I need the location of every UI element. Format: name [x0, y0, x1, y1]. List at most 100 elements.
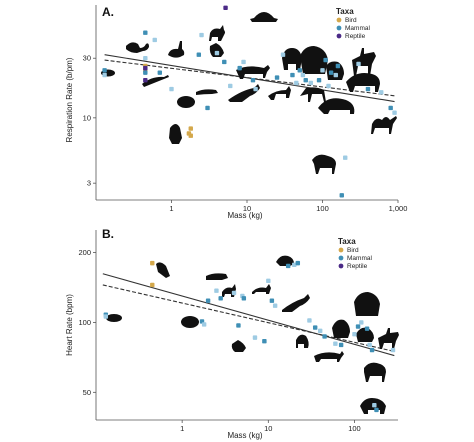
legend-title: Taxa — [338, 237, 356, 246]
point-mammal — [367, 342, 372, 348]
point-mammal — [103, 314, 109, 319]
point-bird — [150, 260, 155, 266]
point-reptile — [143, 78, 148, 83]
point-mammal — [214, 288, 219, 293]
cheetah-silhouette-b — [314, 351, 344, 362]
x-tick-label: 100 — [348, 424, 361, 433]
panel-a-label: A. — [102, 5, 114, 19]
point-mammal — [241, 296, 247, 301]
ferret-silhouette — [196, 89, 218, 95]
trend-line-dashed — [104, 59, 395, 97]
point-mammal — [236, 323, 241, 328]
point-mammal — [266, 278, 271, 284]
raccoon-silhouette — [177, 96, 195, 108]
point-mammal — [317, 328, 323, 334]
legend-swatch-mammal — [336, 25, 342, 31]
point-mammal — [388, 105, 393, 111]
y-tick-label: 30 — [83, 54, 91, 63]
point-mammal — [205, 298, 211, 303]
legend-swatch-bird — [336, 17, 342, 23]
point-mammal — [352, 331, 357, 337]
cat-silhouette — [209, 25, 225, 41]
point-mammal — [294, 80, 299, 86]
cheetah-silhouette — [236, 65, 270, 79]
point-mammal — [290, 72, 295, 78]
wildebeest-silhouette-b — [364, 362, 386, 382]
x-tick-label: 1,000 — [389, 204, 408, 213]
x-tick-label: 1 — [180, 424, 184, 433]
point-mammal — [285, 263, 291, 269]
x-tick-label: 10 — [264, 424, 272, 433]
sloth-silhouette — [209, 43, 224, 57]
point-reptile — [223, 5, 228, 10]
point-mammal — [102, 72, 107, 78]
point-mammal — [297, 68, 302, 73]
point-mammal — [316, 78, 322, 83]
x-tick-label: 100 — [316, 204, 329, 213]
legend-swatch-mammal — [338, 255, 344, 261]
mouse-silhouette-b — [106, 314, 122, 322]
point-mammal — [222, 59, 227, 65]
point-mammal — [392, 110, 397, 115]
monkey-silhouette — [276, 255, 294, 266]
panel-b-ticks: 1 10 100 50 100 200 — [78, 248, 360, 433]
panel-a-silhouettes — [101, 12, 397, 174]
point-mammal — [359, 320, 364, 325]
point-mammal — [303, 78, 308, 83]
penguin-silhouette — [169, 124, 182, 144]
trend-line-dashed — [102, 284, 395, 352]
x-tick-label: 1 — [169, 204, 173, 213]
point-bird — [188, 126, 193, 131]
kangaroo-silhouette-b — [282, 294, 310, 312]
point-mammal — [320, 68, 325, 73]
point-mammal — [312, 325, 318, 330]
point-mammal — [326, 83, 331, 89]
point-mammal — [307, 318, 312, 323]
x-tick-label: 10 — [243, 204, 251, 213]
lizard-silhouette — [142, 75, 169, 87]
point-mammal — [143, 56, 148, 61]
point-mammal — [372, 403, 377, 408]
point-mammal — [295, 260, 301, 266]
point-mammal — [356, 61, 361, 67]
point-mammal — [280, 52, 286, 57]
point-mammal — [143, 30, 148, 35]
dog-silhouette-b — [252, 284, 271, 294]
point-mammal — [143, 70, 148, 75]
panel-b: B. Heart Rate (bpm) Mass (kg) 1 10 100 50 10… — [65, 227, 399, 440]
legend-swatch-reptile — [336, 33, 342, 39]
panel-a-ticks: 1 10 100 1,000 3 10 30 — [83, 54, 408, 213]
y-tick-label: 3 — [87, 179, 91, 188]
point-bird — [186, 131, 192, 136]
y-tick-label: 50 — [83, 388, 91, 397]
legend-label-reptile: Reptile — [345, 33, 366, 40]
point-mammal — [390, 347, 396, 353]
point-mammal — [205, 105, 210, 111]
point-mammal — [214, 50, 220, 56]
panel-b-y-label: Heart Rate (bpm) — [65, 294, 74, 356]
point-mammal — [250, 78, 256, 83]
rabbit-silhouette — [168, 41, 185, 58]
point-mammal — [152, 37, 157, 43]
panel-b-points — [103, 260, 396, 413]
kangaroo-silhouette — [228, 84, 260, 102]
legend-label-mammal: Mammal — [345, 25, 370, 32]
panel-b-trend-lines — [102, 273, 395, 357]
point-mammal — [369, 347, 375, 353]
wildebeest-silhouette — [312, 154, 336, 174]
legend-title: Taxa — [336, 7, 354, 16]
gorilla-silhouette — [300, 46, 328, 74]
chimpanzee-silhouette-b — [296, 334, 309, 348]
point-mammal — [262, 339, 267, 344]
y-tick-label: 200 — [78, 248, 91, 257]
point-mammal — [253, 86, 258, 92]
parrot-silhouette — [156, 262, 170, 278]
point-reptile — [143, 65, 148, 71]
ape-silhouette-b — [356, 327, 374, 342]
point-mammal — [308, 80, 314, 86]
point-mammal — [374, 407, 379, 413]
point-mammal — [196, 52, 202, 57]
point-mammal — [199, 32, 204, 38]
